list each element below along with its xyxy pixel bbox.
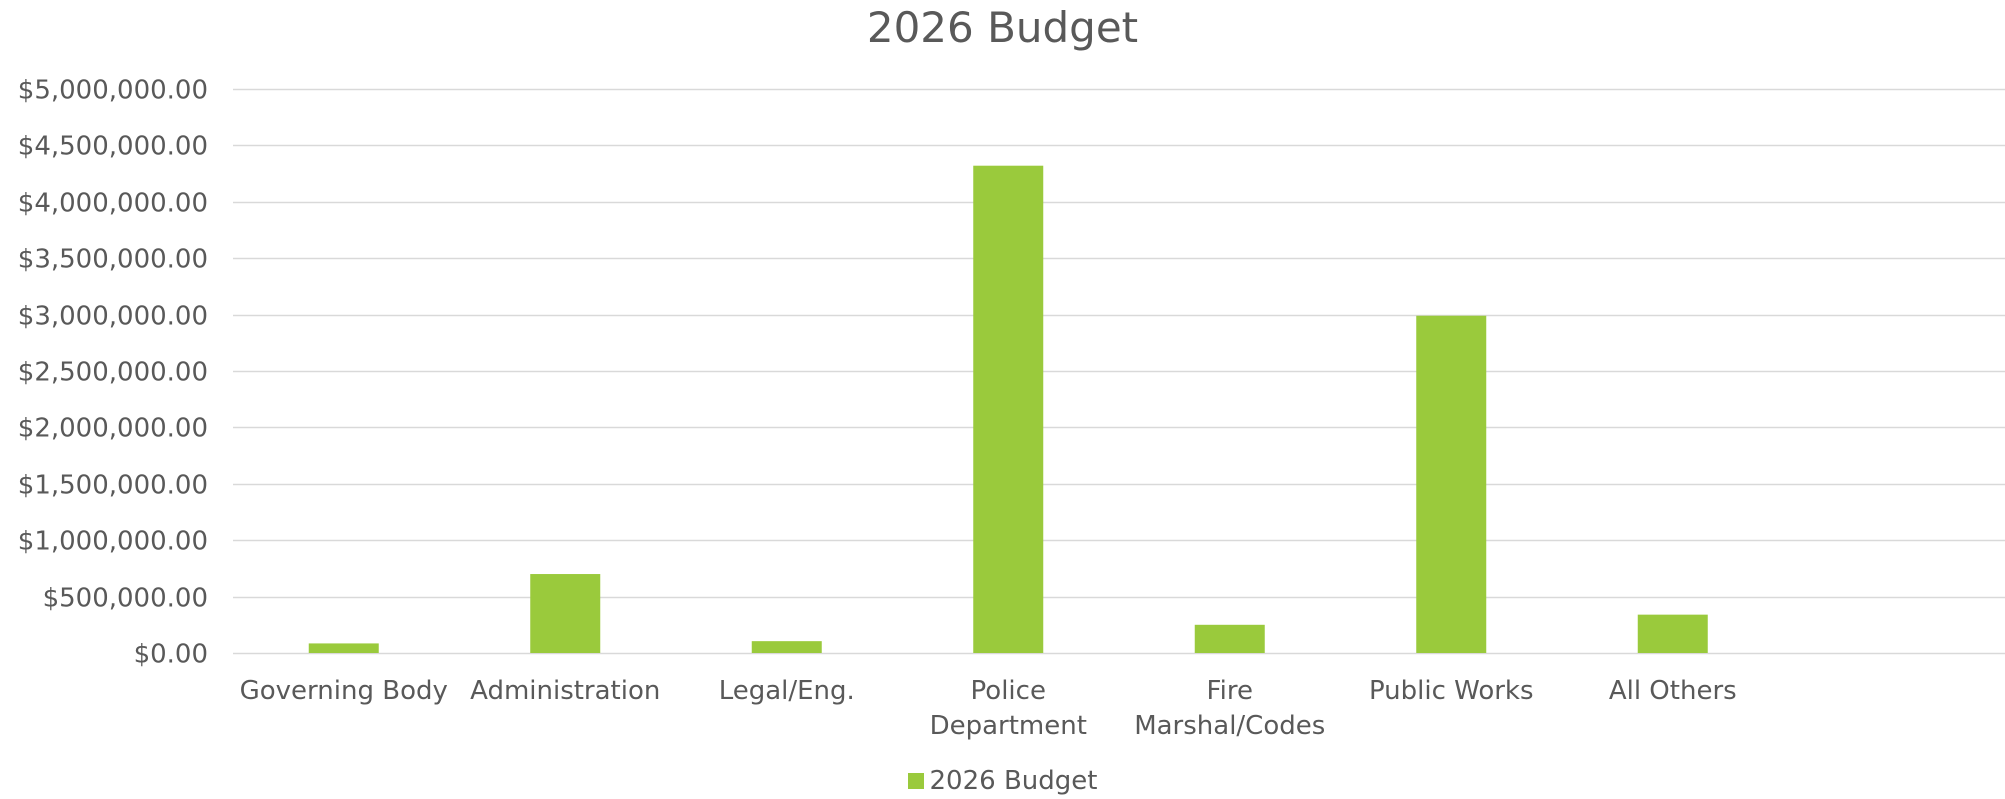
gridlines <box>233 88 2005 655</box>
legend-swatch <box>907 773 924 789</box>
x-tick-label: Department <box>930 711 1087 741</box>
x-axis-tick-labels: Governing Body Administration Legal/Eng. Po… <box>240 676 1737 741</box>
chart-title: 2026 Budget <box>866 3 1139 52</box>
y-tick-label: $4,500,000.00 <box>18 132 208 162</box>
bar <box>308 643 379 653</box>
x-tick-label: Legal/Eng. <box>719 676 855 706</box>
y-tick-label: $0.00 <box>134 640 208 670</box>
y-tick-label: $2,500,000.00 <box>18 358 208 388</box>
bar <box>1416 315 1487 653</box>
y-tick-label: $2,000,000.00 <box>18 414 208 444</box>
x-tick-label: Administration <box>470 676 660 706</box>
y-tick-label: $1,000,000.00 <box>18 527 208 557</box>
x-tick-label: Governing Body <box>240 676 448 706</box>
bar <box>751 641 822 653</box>
bar <box>1637 614 1708 653</box>
y-tick-label: $3,500,000.00 <box>18 245 208 275</box>
bar <box>973 165 1044 654</box>
bars <box>308 165 1708 654</box>
x-tick-label: Public Works <box>1369 676 1534 706</box>
y-tick-label: $1,500,000.00 <box>18 471 208 501</box>
y-tick-label: $4,000,000.00 <box>18 189 208 219</box>
x-tick-label: Police <box>971 676 1046 706</box>
bar <box>1194 624 1265 653</box>
y-tick-label: $500,000.00 <box>43 584 208 614</box>
y-axis-tick-labels: $0.00 $500,000.00 $1,000,000.00 $1,500,000.… <box>18 76 208 670</box>
x-tick-label: Fire <box>1207 676 1253 706</box>
y-tick-label: $3,000,000.00 <box>18 302 208 332</box>
x-tick-label: Marshal/Codes <box>1134 711 1325 741</box>
x-tick-label: All Others <box>1609 676 1737 706</box>
legend: 2026 Budget <box>0 766 2005 796</box>
bar <box>530 574 601 653</box>
y-tick-label: $5,000,000.00 <box>18 76 208 106</box>
legend-label: 2026 Budget <box>929 766 1098 796</box>
